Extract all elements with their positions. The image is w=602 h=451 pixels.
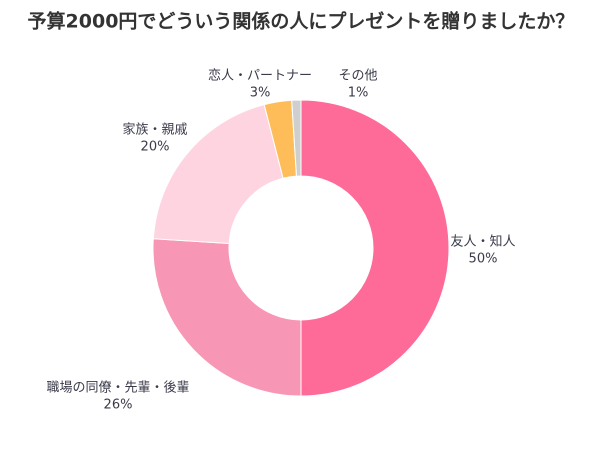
donut-segment xyxy=(291,99,302,177)
segment-value-label: 3% xyxy=(250,86,271,101)
segment-label: その他 xyxy=(338,69,377,84)
segment-value-label: 1% xyxy=(348,86,369,101)
donut-segment xyxy=(152,104,284,245)
segment-value-label: 26% xyxy=(104,398,133,413)
donut-segment xyxy=(300,99,450,397)
segment-label: 家族・親戚 xyxy=(122,122,187,138)
segment-label: 職場の同僚・先輩・後輩 xyxy=(46,381,189,396)
segment-label: 友人・知人 xyxy=(450,234,515,250)
donut-segment xyxy=(152,238,302,397)
segment-label: 恋人・パートナー xyxy=(208,68,312,84)
segment-value-label: 50% xyxy=(469,252,498,267)
segment-value-label: 20% xyxy=(141,140,170,155)
chart-title: 予算2000円でどういう関係の人にプレゼントを贈りましたか？ xyxy=(28,10,575,33)
